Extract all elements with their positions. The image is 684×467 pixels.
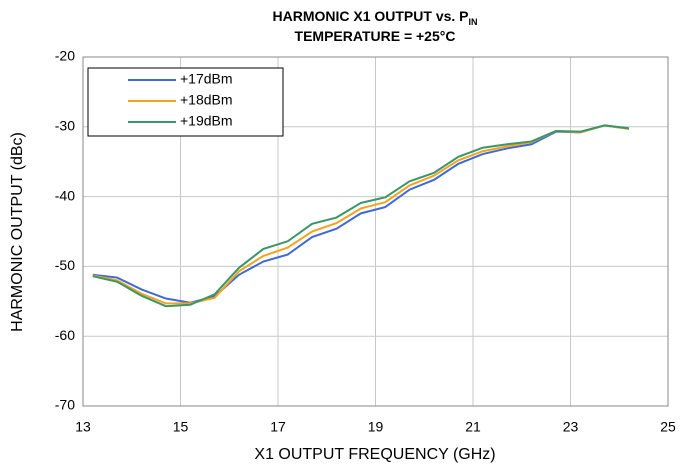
chart-title-subscript: IN [469,17,478,27]
plot-frame [82,56,669,407]
y-tick-label: -20 [55,48,75,64]
legend-label: +17dBm [180,71,233,87]
x-tick-label: 19 [368,419,384,435]
chart-title-line: HARMONIC X1 OUTPUT vs. PIN [272,8,477,27]
x-tick-label: 21 [465,419,481,435]
x-tick-label: 15 [173,419,189,435]
y-axis-label: HARMONIC OUTPUT (dBc) [9,132,26,332]
y-tick-label: -70 [55,397,75,413]
y-tick-label: -30 [55,118,75,134]
y-tick-label: -40 [55,187,75,203]
chart-subtitle: TEMPERATURE = +25°C [295,28,456,44]
series-line [92,124,630,308]
legend-label: +18dBm [180,92,233,108]
series-line [92,124,630,304]
x-tick-label: 23 [563,419,579,435]
x-tick-label: 13 [75,419,91,435]
x-tick-label: 17 [270,419,286,435]
legend-label: +19dBm [180,113,233,129]
legend-box [87,67,284,137]
y-tick-label: -60 [55,327,75,343]
x-axis-label: X1 OUTPUT FREQUENCY (GHz) [254,446,495,463]
chart-title: HARMONIC X1 OUTPUT vs. P [272,8,468,24]
y-tick-label: -50 [55,257,75,273]
x-tick-label: 25 [660,419,676,435]
